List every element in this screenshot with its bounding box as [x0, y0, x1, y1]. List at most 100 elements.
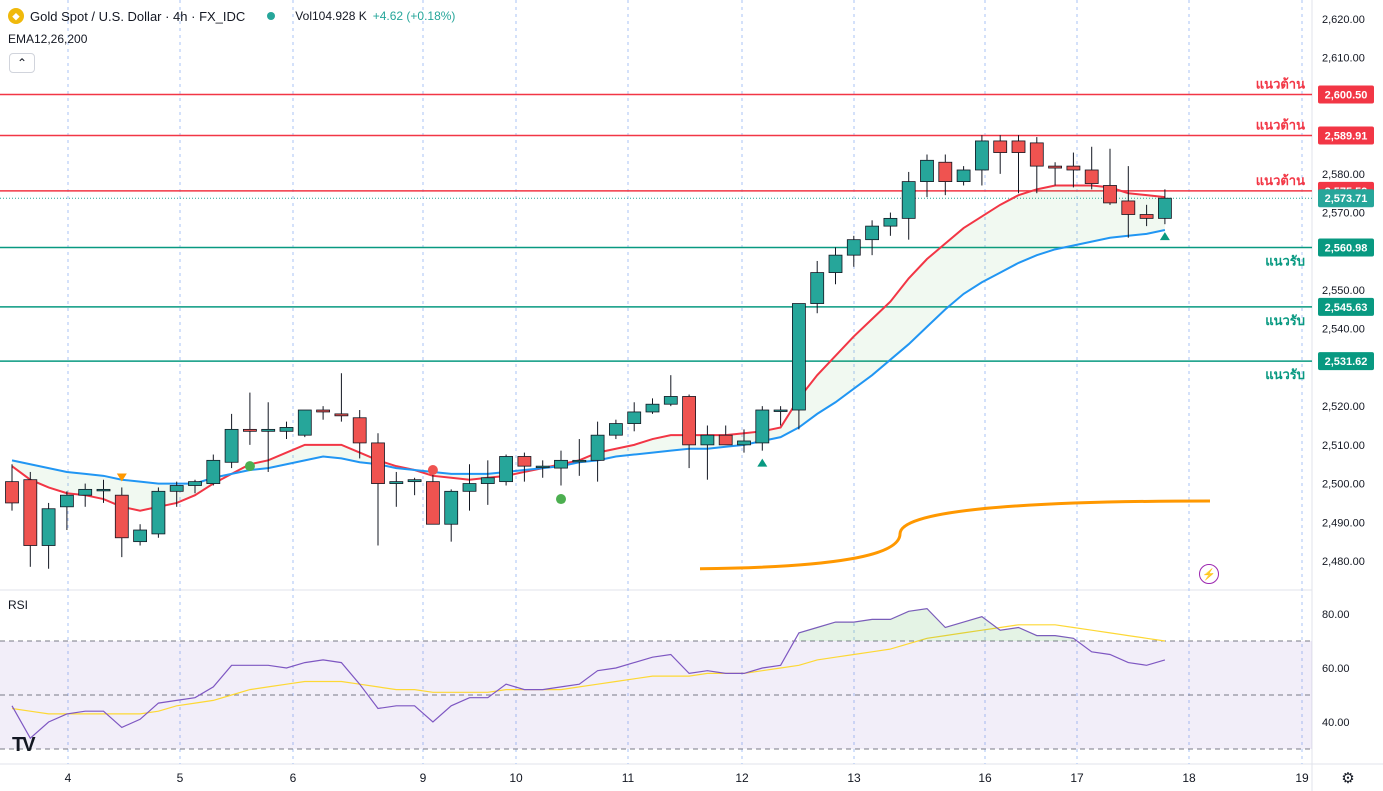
candle-body [773, 409, 788, 412]
x-tick-label: 12 [735, 771, 749, 785]
candle [993, 135, 1008, 174]
lightning-icon[interactable]: ⚡ [1199, 564, 1219, 584]
x-tick-label: 11 [622, 771, 635, 785]
price-badge [1318, 297, 1374, 316]
gold-coin-icon: ◆ [8, 8, 24, 24]
candle [535, 460, 550, 478]
signal-dot [427, 465, 438, 476]
candle [554, 450, 568, 486]
candle [517, 452, 532, 482]
price-change: +4.62 (+0.18%) [372, 9, 456, 23]
candle-body [316, 409, 331, 413]
candle-body [206, 459, 221, 484]
indicator-label[interactable]: EMA12,26,200 [8, 32, 88, 46]
candle [718, 425, 733, 446]
candle-body [1011, 140, 1026, 153]
candle-body [480, 477, 495, 484]
candle-body [682, 396, 696, 446]
candle [627, 402, 642, 432]
candle-body [755, 409, 770, 444]
price-badge-text: 2,531.62 [1325, 356, 1368, 368]
volume-label: Vol [295, 9, 312, 23]
candle-body [993, 140, 1008, 153]
candle-body [554, 459, 568, 469]
price-badge-text: 2,560.98 [1325, 242, 1368, 254]
collapse-indicators-button[interactable]: ⌃ [9, 53, 35, 73]
candle-body [956, 169, 971, 183]
candle-body [535, 465, 550, 469]
price-badge-text: 2,600.50 [1325, 89, 1368, 101]
candle [261, 402, 276, 472]
x-tick-label: 19 [1295, 771, 1309, 785]
candle-body [865, 225, 879, 241]
candle-body [188, 481, 202, 486]
y-tick-label: 2,620.00 [1322, 14, 1365, 26]
ema200-line [699, 499, 1211, 571]
candle-body [572, 459, 587, 463]
candle [1158, 189, 1172, 225]
candle [737, 429, 751, 453]
candle [1103, 148, 1117, 205]
rsi-lines [11, 607, 1166, 740]
candle [883, 212, 898, 236]
ema-cloud [12, 185, 1165, 511]
x-tick-label: 9 [420, 771, 427, 785]
candle [188, 479, 202, 494]
candle-body [975, 140, 989, 171]
ema-lines [11, 184, 1166, 512]
last-price-badge [1318, 189, 1374, 208]
x-tick-label: 17 [1070, 771, 1084, 785]
support-label: แนวรับ [1265, 253, 1305, 268]
candle-body [645, 403, 660, 413]
candle-body [1066, 165, 1081, 171]
gear-icon[interactable]: ⚙ [1341, 770, 1355, 787]
candle [5, 464, 19, 511]
candle-body [114, 494, 129, 539]
candle [865, 220, 879, 256]
y-tick-label: 2,570.00 [1322, 208, 1365, 220]
candle [645, 398, 660, 414]
candle-body [334, 413, 349, 417]
y-tick-label: 2,480.00 [1322, 556, 1365, 568]
y-tick-label: 2,510.00 [1322, 440, 1365, 452]
candle [1139, 204, 1154, 227]
candle [755, 406, 770, 451]
symbol-title[interactable]: Gold Spot / U.S. Dollar · 4h · FX_IDC [30, 8, 246, 24]
candle-body [133, 529, 148, 543]
tradingview-logo[interactable]: TV [12, 734, 36, 756]
candle-body [279, 427, 294, 432]
candle [480, 460, 495, 505]
candle [499, 454, 514, 486]
candle-body [737, 440, 751, 446]
candle-body [792, 303, 806, 411]
chevron-up-icon: ⌃ [16, 56, 28, 70]
candle [96, 479, 111, 503]
candle [78, 483, 93, 507]
candle [151, 487, 166, 538]
signal-dot [556, 494, 566, 505]
rsi-label[interactable]: RSI [8, 598, 29, 612]
candle [901, 171, 916, 240]
candle [682, 394, 696, 469]
candle-body [425, 481, 440, 525]
rsi-line [11, 607, 1166, 740]
ema12-line [11, 184, 1166, 512]
candle-body [1139, 214, 1154, 219]
last-price-text: 2,573.71 [1325, 193, 1368, 205]
candle [773, 406, 788, 426]
candle [1048, 162, 1062, 186]
candle [352, 410, 367, 459]
candle-body [389, 481, 404, 484]
resistance-label: แนวต้าน [1256, 173, 1305, 188]
candle [920, 154, 934, 198]
x-tick-label: 16 [978, 771, 992, 785]
candle-body [1158, 197, 1172, 219]
candle-body [718, 434, 733, 446]
candle-body [224, 428, 239, 463]
candle [169, 481, 184, 507]
candle [60, 491, 74, 531]
candle-body [938, 161, 953, 183]
x-tick-label: 13 [847, 771, 861, 785]
candle-body [407, 479, 422, 483]
